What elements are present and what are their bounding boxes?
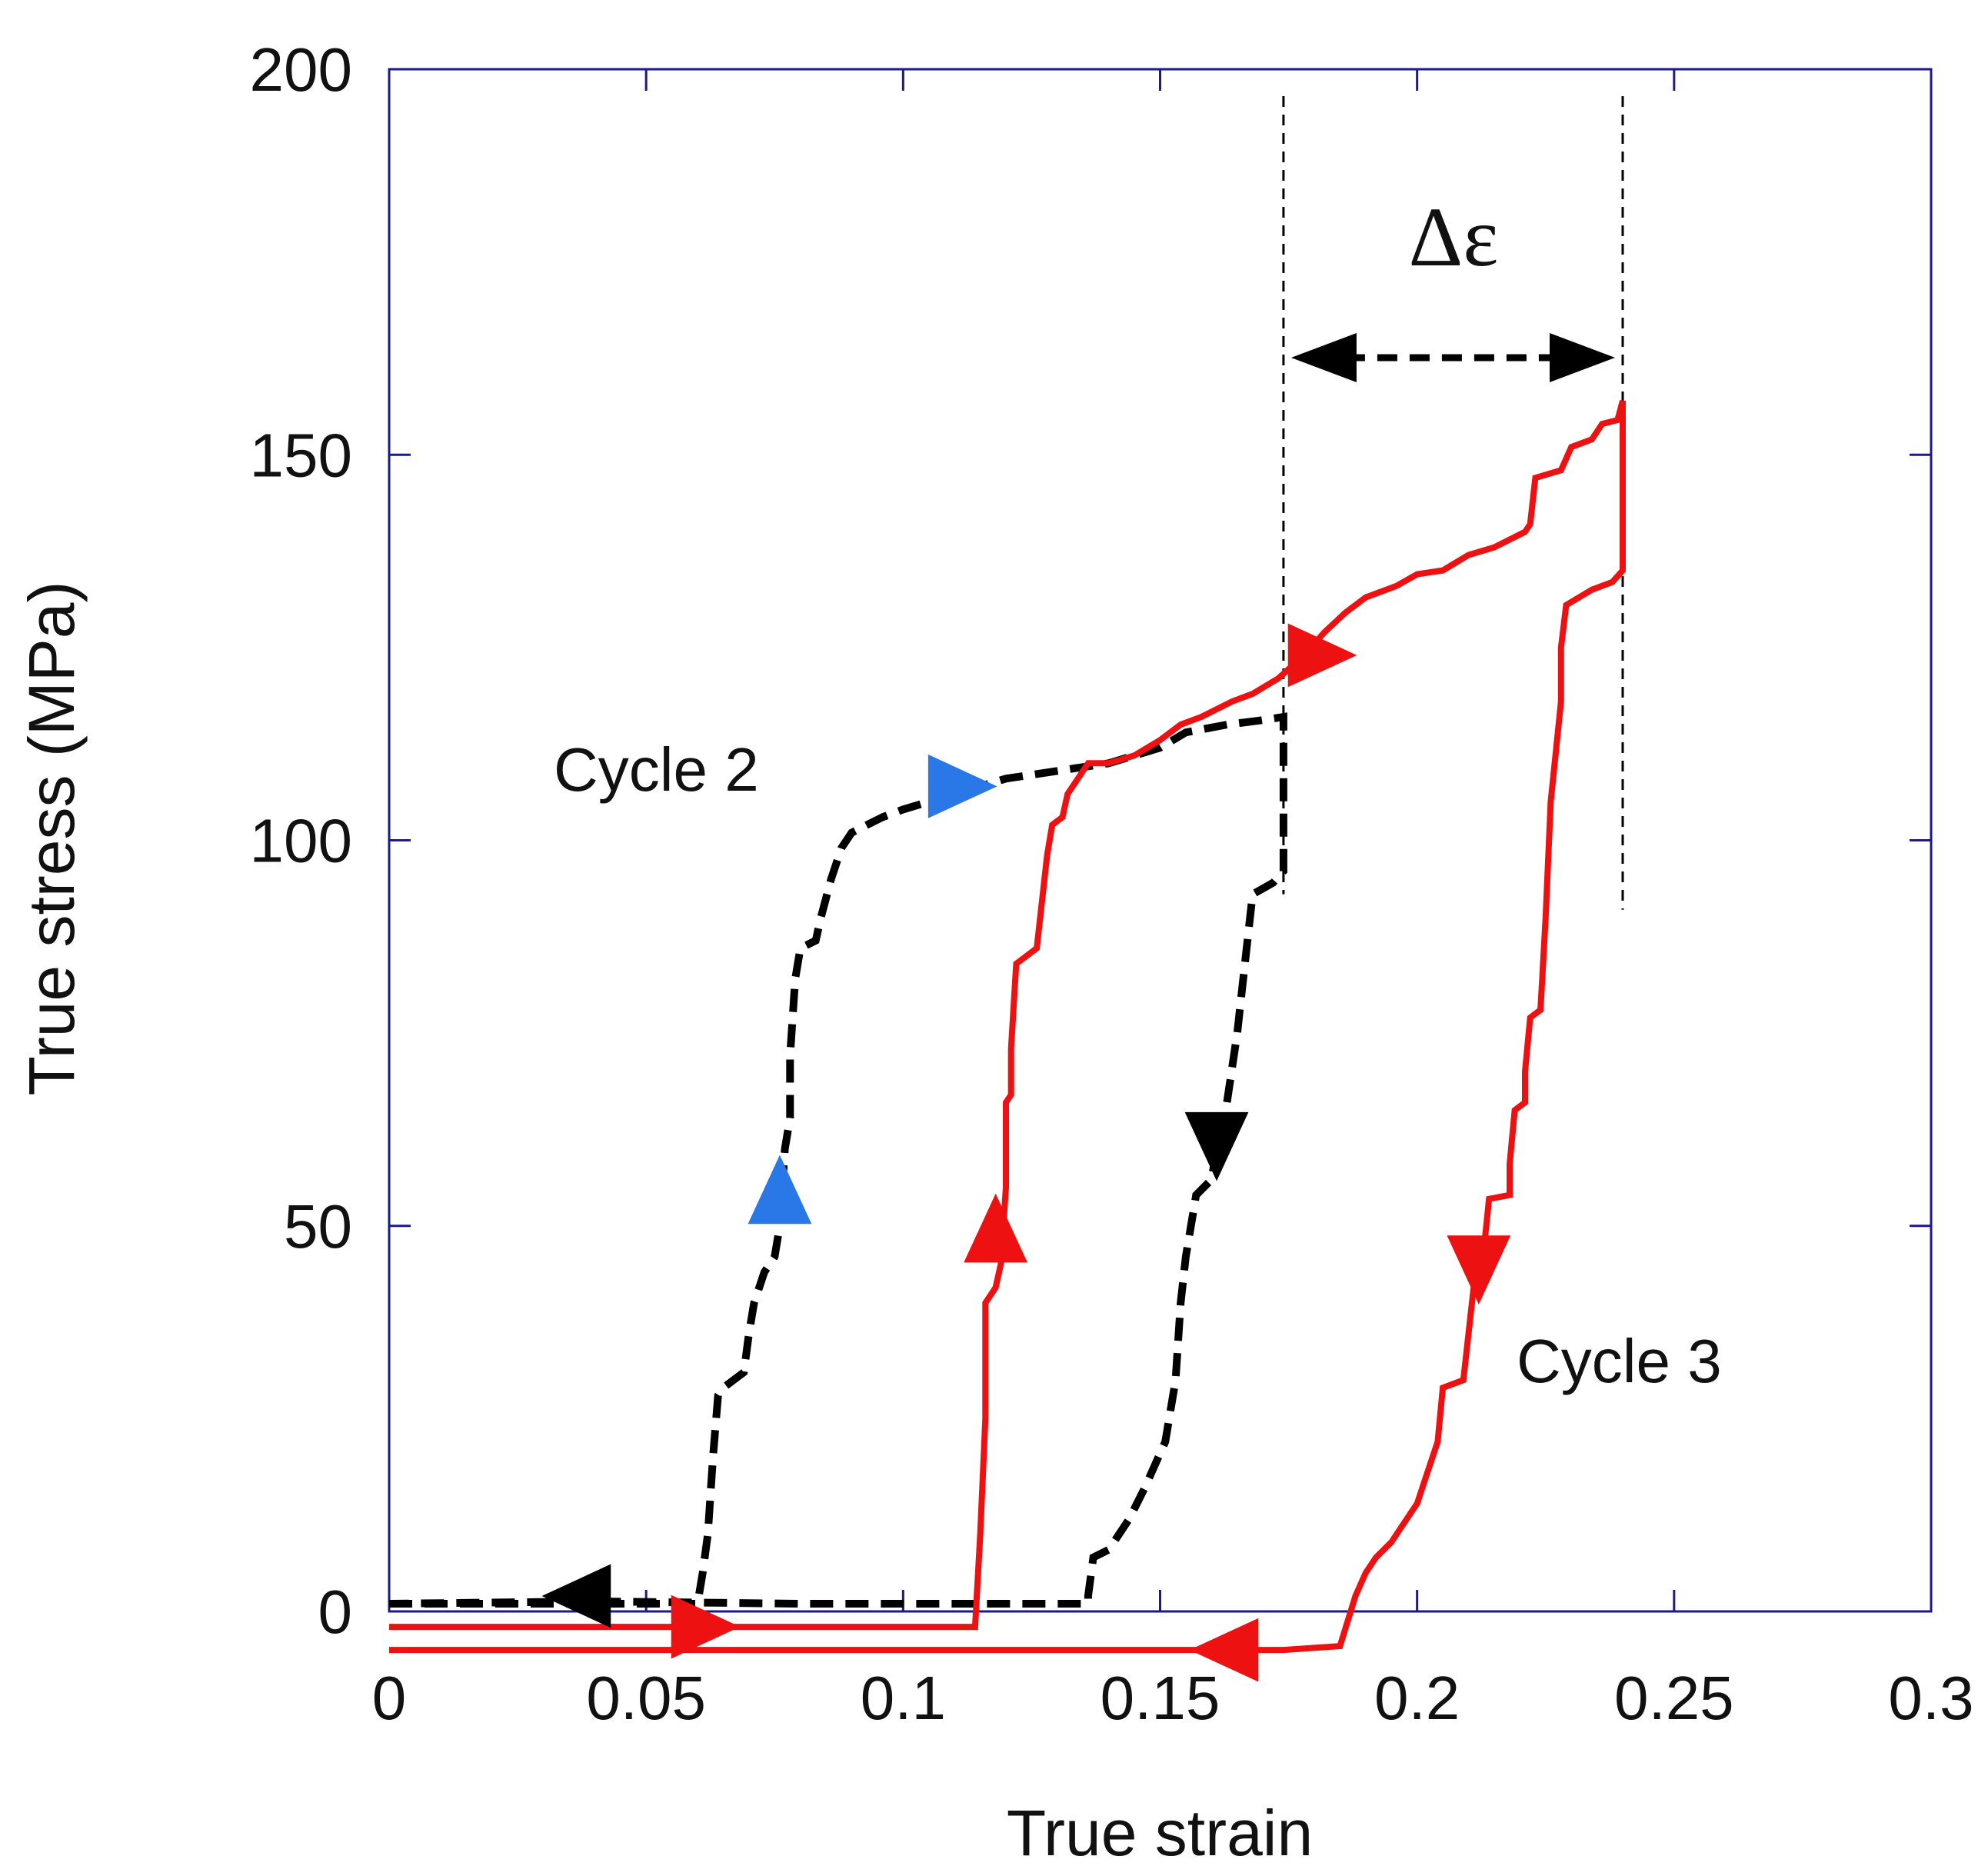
y-tick-labels: 0 50 100 150 200 bbox=[250, 35, 352, 1646]
x-tick-label: 0 bbox=[372, 1664, 407, 1732]
y-tick-label: 0 bbox=[318, 1578, 353, 1646]
x-tick-label: 0.1 bbox=[861, 1664, 946, 1732]
direction-arrow-up bbox=[748, 1155, 812, 1225]
delta-epsilon-label: Δε bbox=[1409, 190, 1499, 284]
x-tick-label: 0.2 bbox=[1374, 1664, 1460, 1732]
y-axis-title: True stress (MPa) bbox=[15, 581, 88, 1096]
delta-arrow-head-right bbox=[1550, 333, 1615, 382]
y-tick-label: 200 bbox=[250, 35, 352, 104]
cycle-3-label: Cycle 3 bbox=[1517, 1327, 1722, 1395]
direction-arrow-up bbox=[964, 1193, 1028, 1263]
direction-arrow-down bbox=[1184, 1111, 1249, 1181]
x-tick-label: 0.05 bbox=[586, 1664, 706, 1732]
x-axis-title: True strain bbox=[1007, 1797, 1313, 1869]
direction-arrows bbox=[541, 623, 1511, 1682]
y-tick-label: 100 bbox=[250, 807, 352, 875]
direction-arrow-left bbox=[1189, 1618, 1259, 1682]
cycle-3-curve bbox=[389, 400, 1626, 1654]
direction-arrow-left bbox=[541, 1564, 611, 1628]
direction-arrow-right bbox=[671, 1594, 741, 1659]
delta-arrow-head-left bbox=[1290, 333, 1357, 382]
y-tick-label: 150 bbox=[250, 421, 352, 489]
x-tick-label: 0.15 bbox=[1101, 1664, 1220, 1732]
direction-arrow-right bbox=[927, 754, 997, 818]
x-tick-labels: 0 0.05 0.1 0.15 0.2 0.25 0.3 bbox=[372, 1664, 1974, 1732]
series-layer bbox=[388, 400, 1626, 1654]
x-tick-label: 0.3 bbox=[1888, 1664, 1973, 1732]
cycle-2-label: Cycle 2 bbox=[554, 735, 759, 804]
direction-arrow-down bbox=[1447, 1235, 1511, 1305]
direction-arrow-right bbox=[1287, 623, 1357, 688]
tick-marks bbox=[388, 68, 1933, 1613]
cycle-2-curve bbox=[388, 712, 1287, 1608]
x-tick-label: 0.25 bbox=[1614, 1664, 1734, 1732]
y-tick-label: 50 bbox=[284, 1192, 352, 1261]
